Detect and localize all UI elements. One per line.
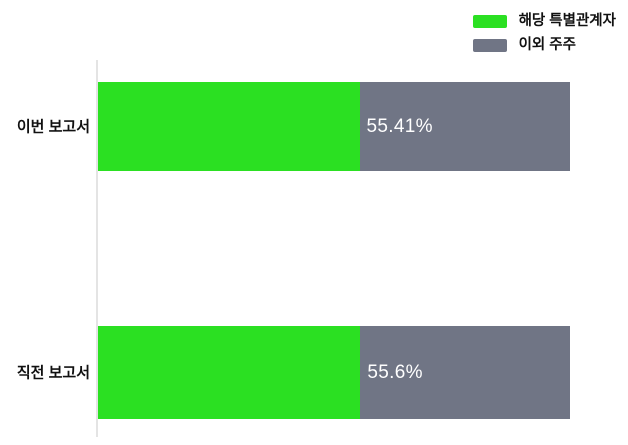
bar-segment-other-shareholders-previous: 55.6% — [360, 326, 570, 419]
category-label-current-report: 이번 보고서 — [16, 118, 90, 136]
gray-legend-swatch-icon — [472, 39, 507, 52]
category-label-previous-report: 직전 보고서 — [16, 364, 90, 382]
legend-item-other-shareholders: 이외 주주 — [472, 37, 616, 54]
bar-segment-special-related-previous — [98, 326, 361, 419]
bar-segment-other-shareholders-current: 55.41% — [359, 82, 570, 171]
bar-value-label-current: 55.41% — [366, 115, 433, 137]
bar-row-current-report: 55.41% — [98, 82, 570, 171]
y-axis-line — [96, 60, 98, 437]
bar-segment-special-related-current — [98, 82, 360, 171]
legend-label-special-related: 해당 특별관계자 — [518, 13, 616, 29]
bar-row-previous-report: 55.6% — [98, 326, 570, 419]
legend-item-special-related: 해당 특별관계자 — [472, 13, 616, 30]
legend: 해당 특별관계자 이외 주주 — [472, 13, 616, 54]
bar-value-label-previous: 55.6% — [367, 361, 423, 383]
green-legend-swatch-icon — [472, 15, 507, 28]
legend-label-other-shareholders: 이외 주주 — [518, 37, 576, 53]
